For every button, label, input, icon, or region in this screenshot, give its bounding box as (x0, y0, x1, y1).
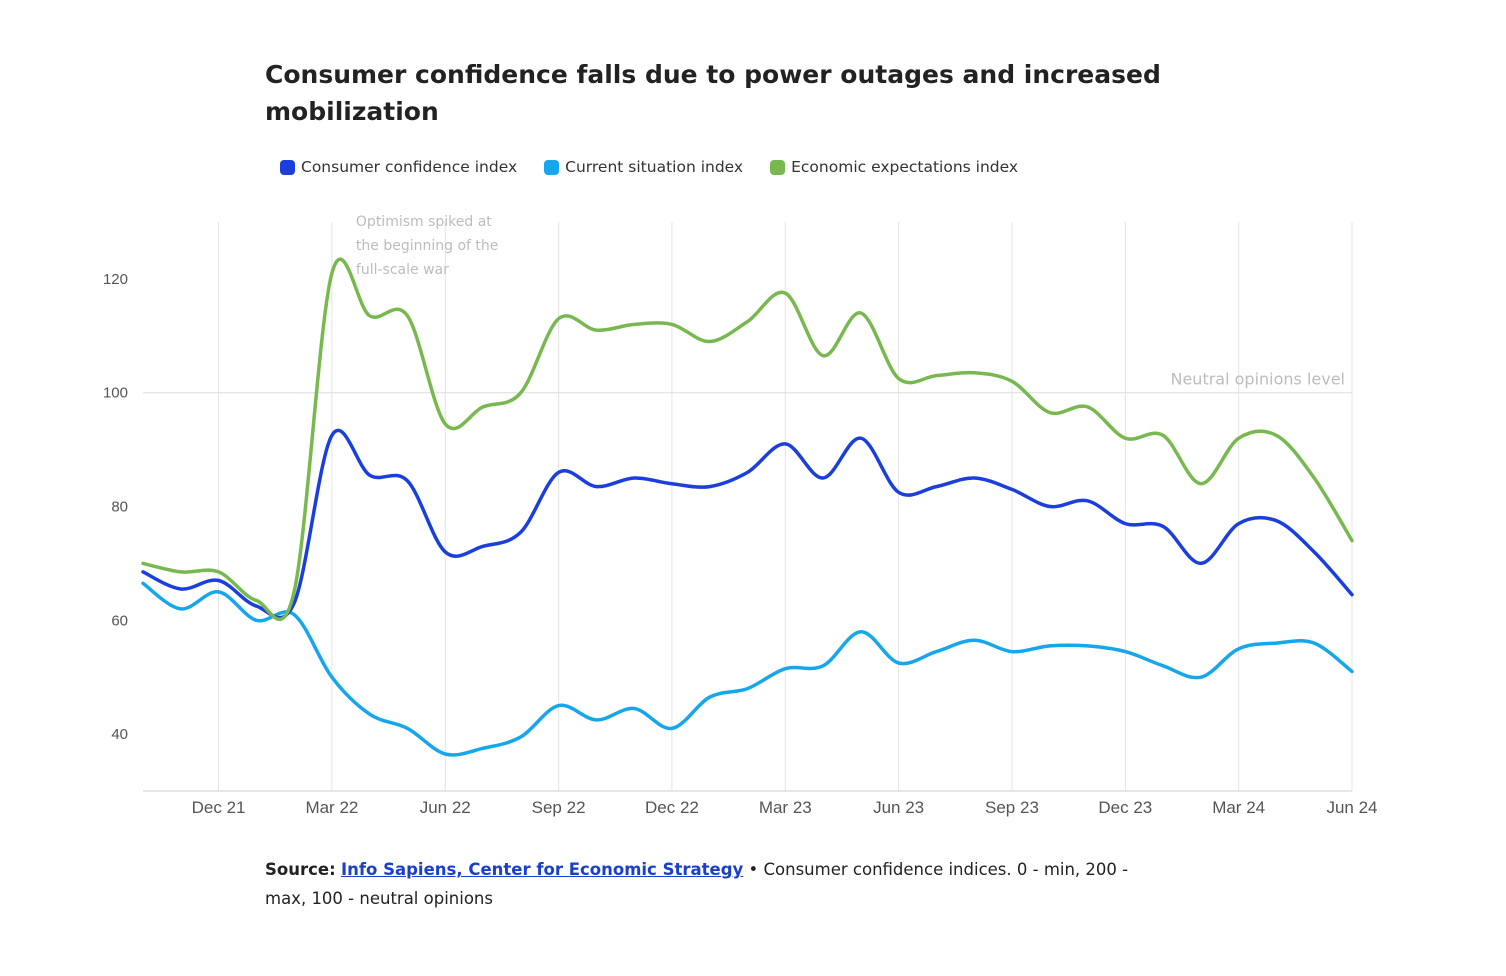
x-tick-label: Sep 23 (985, 798, 1039, 817)
x-tick-label: Jun 23 (873, 798, 924, 817)
legend-swatch-economic-expectations (770, 159, 786, 175)
y-tick-label: 60 (111, 612, 128, 629)
legend-swatch-current-situation (544, 159, 560, 175)
legend-swatch-consumer-confidence (280, 159, 295, 175)
x-tick-label: Sep 22 (532, 798, 586, 817)
legend-item-current-situation[interactable]: Current situation index (544, 158, 743, 176)
x-tick-label: Jun 24 (1326, 798, 1377, 817)
x-tick-label: Mar 24 (1212, 798, 1265, 817)
annotation-line: the beginning of the (356, 238, 498, 254)
annotation-line: Optimism spiked at (356, 214, 492, 230)
source-separator: • (743, 860, 764, 879)
source-link[interactable]: Info Sapiens, Center for Economic Strate… (340, 860, 744, 879)
x-tick-label: Mar 23 (759, 798, 812, 817)
x-tick-label: Jun 22 (420, 798, 471, 817)
y-tick-label: 100 (103, 385, 128, 402)
legend-label-current-situation: Current situation index (565, 158, 744, 176)
neutral-reference-label: Neutral opinions level (1170, 370, 1345, 389)
chart-title: Consumer confidence falls due to power o… (265, 60, 1161, 126)
legend-item-economic-expectations[interactable]: Economic expectations index (770, 158, 1018, 176)
chart-legend: Consumer confidence index Current situat… (280, 158, 1018, 176)
grid-lines (218, 222, 1353, 791)
x-tick-label: Dec 21 (192, 798, 246, 817)
annotation-text: Optimism spiked at the beginning of the fu… (356, 214, 498, 278)
x-tick-label: Dec 22 (645, 798, 699, 817)
y-tick-label: 120 (103, 271, 128, 288)
annotation-line: full-scale war (356, 262, 449, 278)
series-line-consumer-confidence (141, 428, 1354, 620)
x-tick-label: Dec 23 (1098, 798, 1152, 817)
legend-label-economic-expectations: Economic expectations index (791, 158, 1019, 176)
series-line-current-situation (141, 581, 1354, 757)
source-description: Consumer confidence indices. 0 - min, 20… (265, 860, 1129, 908)
y-tick-label: 40 (111, 726, 128, 743)
legend-item-consumer-confidence[interactable]: Consumer confidence index (280, 158, 517, 176)
x-tick-label: Mar 22 (305, 798, 358, 817)
legend-label-consumer-confidence: Consumer confidence index (301, 158, 518, 176)
source-note: Source: Info Sapiens, Center for Economi… (265, 855, 1145, 913)
series-line-economic-expectations (141, 257, 1354, 622)
source-label: Source: (265, 860, 336, 879)
y-tick-label: 80 (111, 499, 128, 516)
